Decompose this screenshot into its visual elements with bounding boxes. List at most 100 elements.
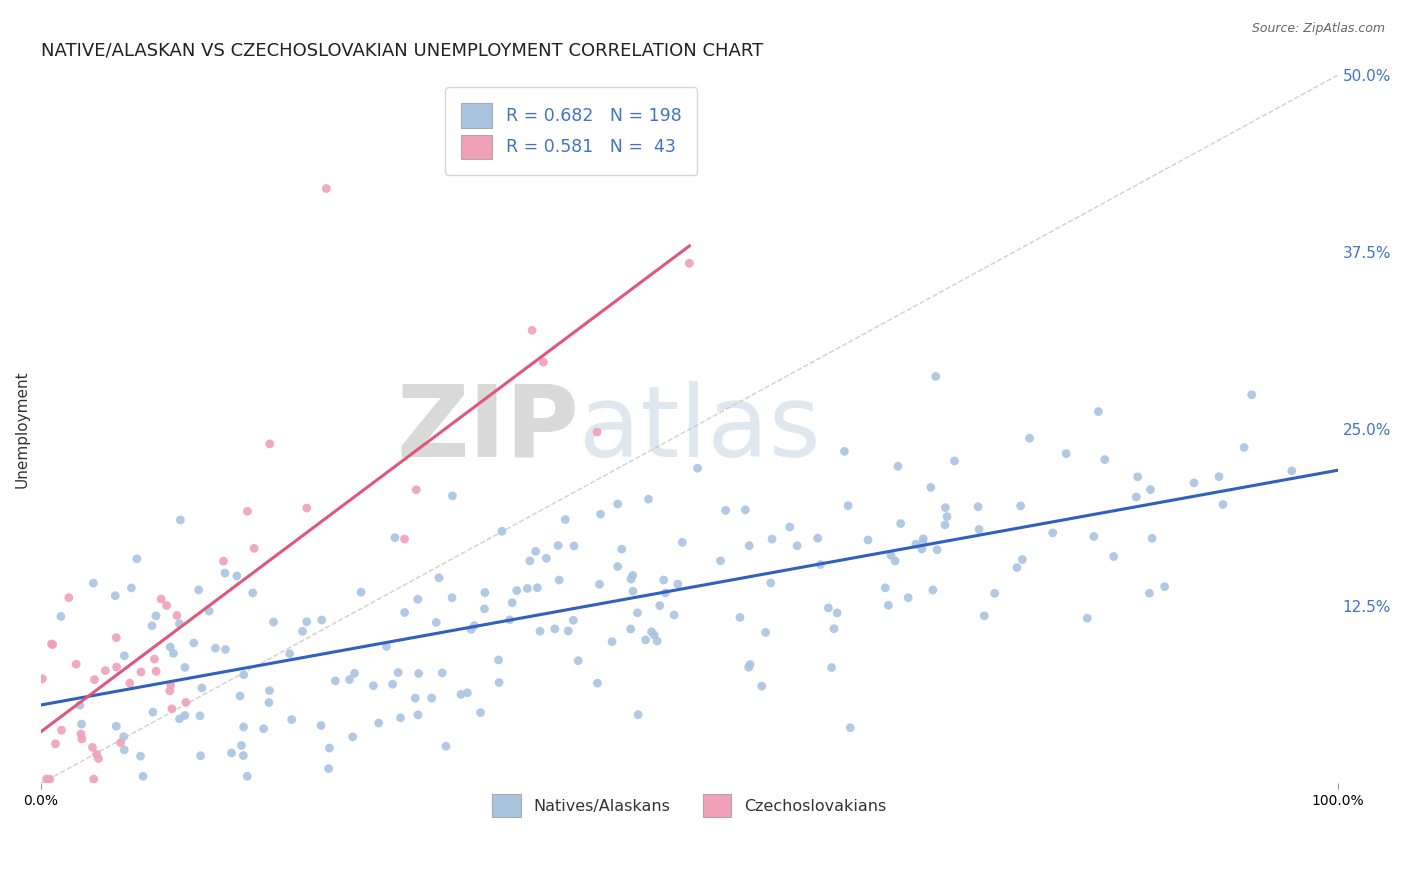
Point [640,624,662,639]
Point [1281,464,1303,478]
Point [547,539,569,553]
Point [236,504,259,518]
Point [384,531,406,545]
Point [86,747,108,762]
Point [339,673,361,687]
Point [70,731,93,746]
Point [41,637,63,651]
Point [610,542,633,557]
Point [31,672,53,686]
Point [105,660,128,674]
Point [83,772,105,786]
Point [1087,404,1109,418]
Point [214,642,236,657]
Point [1137,586,1160,600]
Point [104,589,127,603]
Point [1010,499,1032,513]
Point [761,532,783,546]
Point [259,683,281,698]
Point [342,730,364,744]
Point [363,679,385,693]
Point [456,686,478,700]
Point [169,616,191,631]
Point [1212,498,1234,512]
Point [112,743,135,757]
Point [839,721,862,735]
Point [637,492,659,507]
Point [920,480,942,494]
Point [252,722,274,736]
Point [529,624,551,639]
Point [807,531,830,545]
Point [434,739,457,754]
Point [191,681,214,695]
Point [912,532,935,546]
Point [606,559,628,574]
Point [817,601,839,615]
Point [904,537,927,551]
Point [548,573,571,587]
Point [737,660,759,674]
Point [526,581,548,595]
Point [183,636,205,650]
Point [880,549,903,563]
Point [474,602,496,616]
Point [536,551,558,566]
Point [600,634,623,648]
Point [588,577,610,591]
Point [408,666,430,681]
Point [620,622,643,636]
Point [983,586,1005,600]
Point [231,739,253,753]
Point [786,539,808,553]
Point [112,730,135,744]
Point [406,707,429,722]
Point [69,698,91,713]
Point [1233,441,1256,455]
Point [837,499,859,513]
Point [759,576,782,591]
Point [751,679,773,693]
Point [643,628,665,642]
Point [174,695,197,709]
Point [890,516,912,531]
Point [259,437,281,451]
Point [884,554,907,568]
Point [1102,549,1125,564]
Point [1125,490,1147,504]
Point [544,622,567,636]
Point [174,660,197,674]
Point [232,748,254,763]
Point [1240,388,1263,402]
Point [738,657,761,672]
Point [145,608,167,623]
Point [221,746,243,760]
Point [589,507,612,521]
Point [557,624,579,638]
Point [51,723,73,738]
Point [943,454,966,468]
Point [1139,483,1161,497]
Point [70,717,93,731]
Point [145,665,167,679]
Point [973,608,995,623]
Point [825,606,848,620]
Point [621,568,644,582]
Point [621,584,644,599]
Point [728,610,751,624]
Point [524,544,547,558]
Point [488,675,510,690]
Point [441,591,464,605]
Point [159,683,181,698]
Point [318,762,340,776]
Point [450,688,472,702]
Point [779,520,801,534]
Point [1126,470,1149,484]
Point [897,591,920,605]
Point [810,558,832,572]
Point [242,586,264,600]
Point [877,599,900,613]
Point [280,713,302,727]
Point [129,749,152,764]
Point [823,622,845,636]
